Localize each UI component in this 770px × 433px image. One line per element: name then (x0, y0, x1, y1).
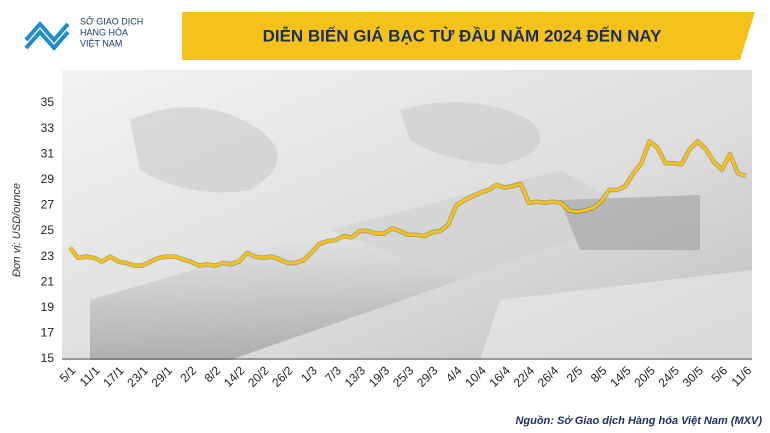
y-tick-label: 23 (41, 249, 55, 263)
y-tick-label: 19 (41, 300, 55, 314)
background-art (90, 102, 752, 360)
title-bar (182, 12, 755, 60)
y-tick-label: 17 (41, 326, 55, 340)
y-axis-label: Đơn vị: USD/ounce (11, 183, 23, 277)
y-tick-label: 27 (41, 198, 55, 212)
chart-title: DIỄN BIẾN GIÁ BẠC TỪ ĐẦU NĂM 2024 ĐẾN NA… (263, 26, 663, 45)
y-tick-label: 29 (41, 172, 55, 186)
y-tick-label: 31 (41, 146, 55, 160)
y-tick-label: 25 (41, 223, 55, 237)
logo-text: VIỆT NAM (80, 38, 122, 48)
logo-icon (24, 20, 70, 52)
y-tick-label: 15 (41, 351, 55, 365)
y-tick-label: 33 (41, 121, 55, 135)
source-note: Nguồn: Sở Giao dịch Hàng hóa Việt Nam (M… (515, 415, 762, 427)
logo-text: HÀNG HÓA (80, 27, 128, 37)
series-line (68, 139, 747, 268)
logo-text: SỞ GIAO DỊCH (80, 15, 143, 26)
y-tick-label: 35 (41, 95, 55, 109)
y-tick-label: 21 (41, 274, 55, 288)
